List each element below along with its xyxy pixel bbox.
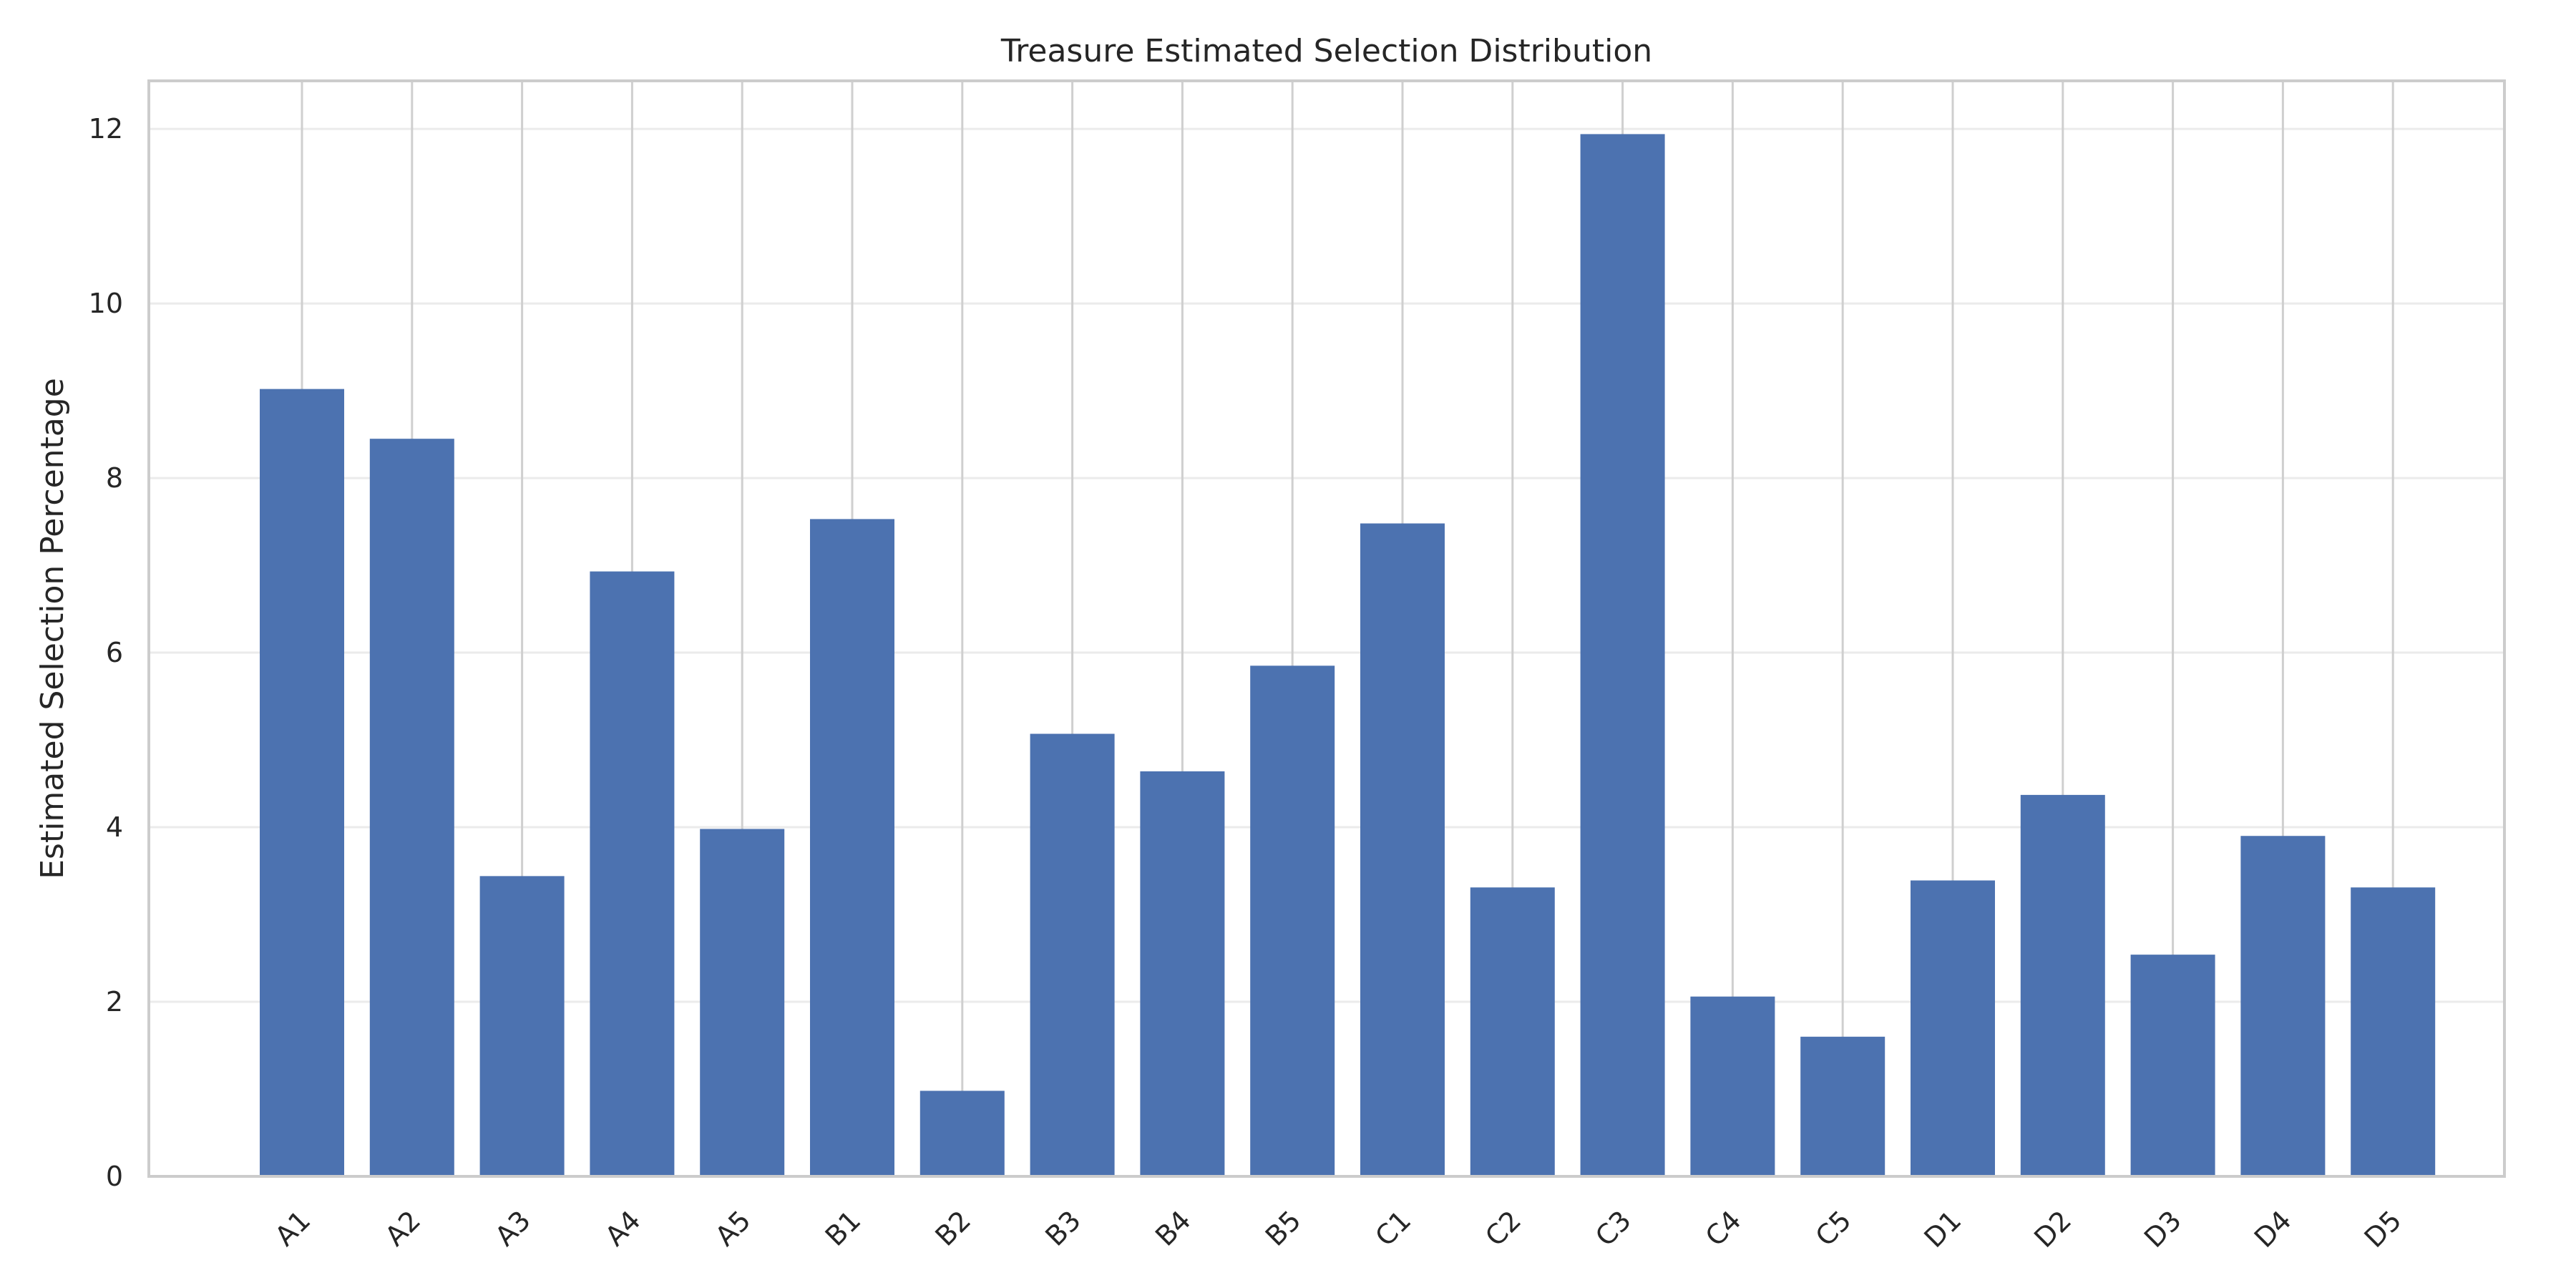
bar-d1 — [1911, 880, 1995, 1176]
x-tick-label: C2 — [1479, 1204, 1527, 1252]
chart-title: Treasure Estimated Selection Distributio… — [1000, 33, 1652, 69]
y-tick-label: 12 — [89, 113, 123, 145]
x-tick-label: D4 — [2248, 1204, 2298, 1254]
x-tick-label: A5 — [709, 1204, 757, 1252]
bars — [260, 134, 2436, 1177]
bar-d3 — [2130, 955, 2215, 1176]
x-tick-label: B5 — [1259, 1204, 1307, 1252]
y-axis-label: Estimated Selection Percentage — [34, 378, 71, 879]
x-tick-label: B2 — [930, 1204, 977, 1252]
bar-a5 — [700, 829, 785, 1176]
plot-frame — [147, 79, 2506, 1178]
bar-b2 — [919, 1091, 1005, 1176]
x-tick-label: C3 — [1589, 1204, 1637, 1252]
y-tick-label: 2 — [106, 986, 123, 1018]
y-tick-label: 4 — [106, 811, 123, 843]
x-tick-label: A2 — [379, 1204, 427, 1252]
x-tick-label: D1 — [1918, 1204, 1967, 1254]
x-tick-label: D5 — [2358, 1204, 2408, 1254]
x-tick-label: A3 — [489, 1204, 537, 1252]
bar-a2 — [369, 439, 454, 1176]
x-tick-label: C5 — [1810, 1204, 1858, 1252]
y-tick-label: 10 — [89, 288, 123, 319]
x-tick-label: B4 — [1149, 1204, 1197, 1252]
x-tick-label: D2 — [2028, 1204, 2077, 1254]
x-tick-label: B1 — [819, 1204, 867, 1252]
bar-b1 — [810, 519, 894, 1176]
y-axis-ticks: 0 2 4 6 8 10 12 — [89, 113, 123, 1192]
bar-d5 — [2351, 887, 2436, 1176]
bar-c4 — [1690, 996, 1775, 1176]
x-axis-ticks: A1 A2 A3 A4 A5 B1 B2 B3 B4 B5 C1 C2 C3 C4 C5 D1 D2 D3 D4 D5 — [269, 1204, 2408, 1254]
x-tick-label: D3 — [2138, 1204, 2187, 1254]
bar-b3 — [1030, 733, 1115, 1176]
x-tick-label: A4 — [599, 1204, 647, 1252]
bar-c1 — [1360, 523, 1445, 1176]
x-tick-label: A1 — [269, 1204, 317, 1252]
bar-a1 — [260, 389, 344, 1177]
x-tick-label: B3 — [1039, 1204, 1087, 1252]
y-tick-label: 8 — [106, 462, 123, 494]
y-tick-label: 0 — [106, 1161, 123, 1192]
bar-d2 — [2020, 794, 2105, 1176]
bar-d4 — [2240, 836, 2326, 1176]
bar-a4 — [590, 571, 675, 1176]
bar-c5 — [1800, 1036, 1885, 1176]
bar-b4 — [1140, 771, 1225, 1176]
x-tick-label: C4 — [1699, 1204, 1747, 1252]
bar-c3 — [1580, 134, 1665, 1176]
bar-c2 — [1470, 887, 1555, 1176]
x-tick-label: C1 — [1369, 1204, 1417, 1252]
bar-a3 — [479, 876, 565, 1176]
bar-b5 — [1250, 665, 1335, 1176]
y-tick-label: 6 — [106, 637, 123, 668]
